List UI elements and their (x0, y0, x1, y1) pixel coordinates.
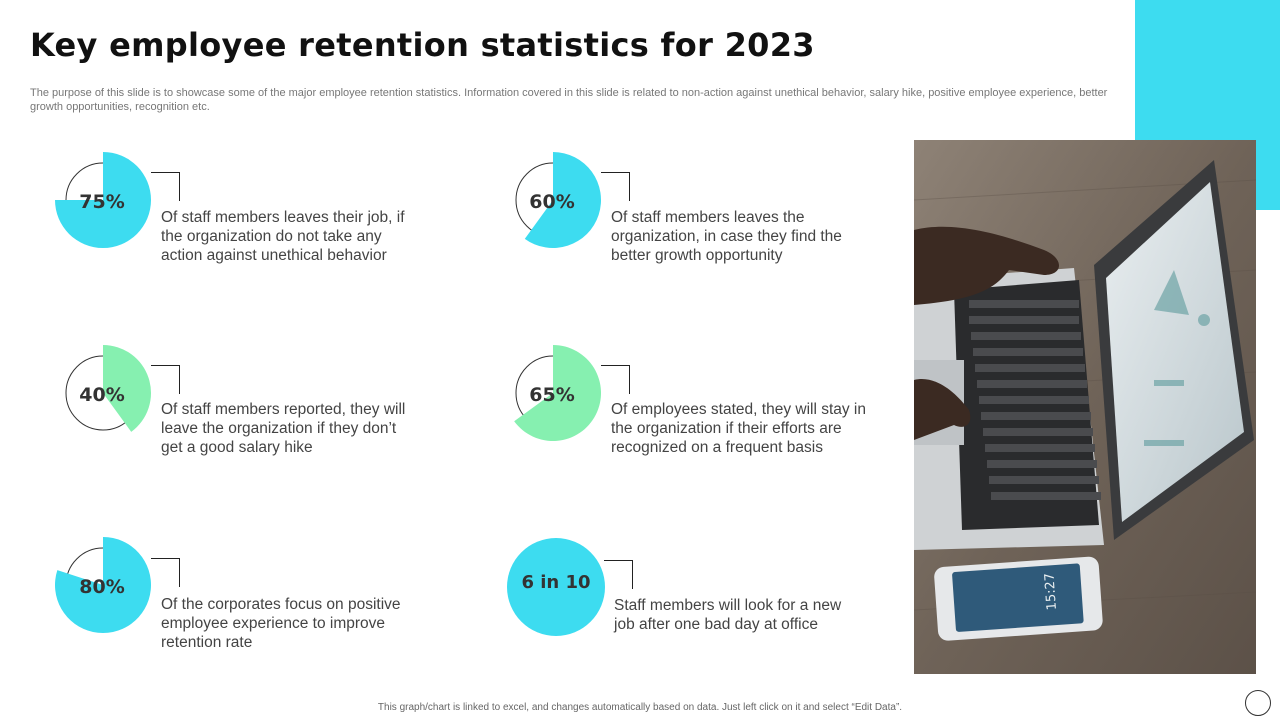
stat-2-slice (524, 152, 601, 248)
stat-1-donut (55, 152, 151, 248)
stat-3-donut (65, 345, 151, 432)
stat-2-text: Of staff members leaves the organization… (611, 209, 842, 264)
stat-6-fill (507, 538, 605, 636)
footer-note: This graph/chart is linked to excel, and… (377, 702, 903, 713)
stat-6-text: Staff members will look for a new job af… (614, 597, 842, 633)
stat-1-value: 75% (79, 191, 125, 213)
stat-5-connector (151, 558, 180, 587)
stat-1-connector (151, 172, 180, 201)
stat-6-value-text: 6 in 10 (521, 572, 591, 593)
stat-6-connector (604, 560, 633, 589)
stat-3-connector (151, 365, 180, 394)
page-title: Key employee retention statistics for 20… (30, 26, 815, 64)
stat-2-donut (515, 152, 601, 248)
corner-circle-button[interactable] (1245, 690, 1271, 716)
laptop-photo: 15:27 (914, 140, 1256, 674)
stat-5-slice (55, 537, 151, 633)
phone-time: 15:27 (1042, 572, 1060, 610)
stat-4-value: 65% (529, 384, 575, 406)
stat-3-text: Of staff members reported, they will lea… (161, 401, 406, 456)
stat-2-connector (601, 172, 630, 201)
stat-4-connector (601, 365, 630, 394)
stat-4-donut (514, 345, 601, 441)
stat-5-text: Of the corporates focus on positive empl… (161, 596, 401, 651)
page-subtitle: The purpose of this slide is to showcase… (30, 87, 1108, 113)
stat-3-value: 40% (79, 384, 125, 406)
stat-3-slice (103, 345, 151, 432)
laptop-photo-icon: 15:27 (914, 140, 1256, 674)
stat-4-text: Of employees stated, they will stay in t… (611, 401, 867, 456)
stat-1-text: Of staff members leaves their job, if th… (161, 209, 405, 264)
stat-6-value: 6 in 10 (507, 572, 605, 593)
stat-1-slice (55, 152, 151, 248)
stat-2-value: 60% (529, 191, 575, 213)
stat-4-slice (514, 345, 601, 441)
stat-5-value: 80% (79, 576, 125, 598)
stat-6-circle (507, 538, 605, 636)
stat-5-donut (55, 537, 151, 633)
